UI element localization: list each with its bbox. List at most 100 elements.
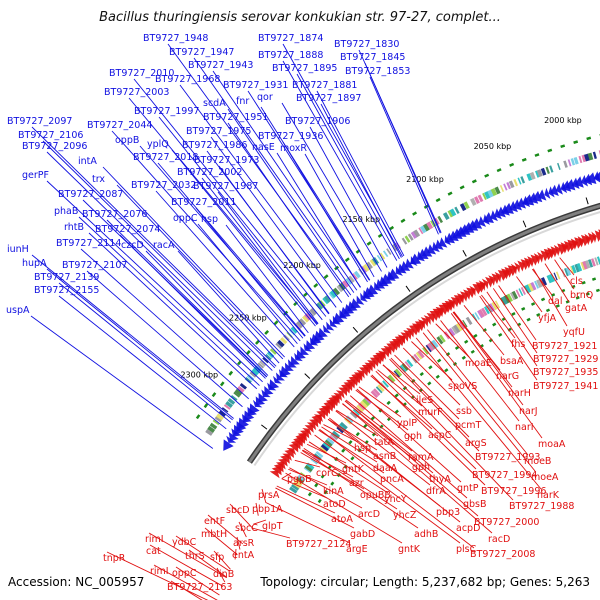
reverse-gene-label: yplP: [397, 418, 417, 429]
dot-ring-outer: [471, 179, 477, 184]
accession-text: Accession: NC_005957: [8, 575, 145, 589]
cog-track-outer: [508, 180, 515, 189]
forward-gene-arrow: [318, 327, 328, 338]
forward-gene-label: BT9727_2139: [34, 272, 99, 283]
forward-gene-arrow: [332, 315, 341, 325]
forward-gene-label: BT9727_1968: [155, 74, 220, 85]
dot-ring-outer: [195, 414, 201, 420]
forward-gene-arrow: [261, 389, 271, 398]
forward-gene-arrow: [427, 244, 437, 255]
forward-label-line: [116, 184, 284, 360]
reverse-label-line: [261, 488, 267, 504]
reverse-gene-label: atoA: [331, 514, 353, 525]
cog-track-inner: [509, 292, 516, 301]
reverse-gene-label: yhcY: [384, 494, 407, 505]
cog-track-inner: [294, 479, 303, 487]
forward-gene-label: BT9727_1973: [194, 155, 259, 166]
reverse-gene-label: arsR: [233, 538, 255, 549]
cog-track-outer: [407, 233, 414, 241]
forward-gene-arrow: [231, 428, 242, 437]
reverse-gene-label: gntP: [457, 483, 479, 494]
cog-track-inner: [483, 306, 490, 315]
forward-label-line: [46, 180, 263, 383]
reverse-label-line: [253, 519, 267, 525]
cog-track-outer: [524, 174, 529, 182]
reverse-label-line: [275, 487, 355, 529]
cog-track-inner: [584, 260, 591, 269]
reverse-label-line: [251, 527, 291, 539]
dot-ring-outer: [303, 292, 309, 297]
cog-track-inner: [289, 486, 298, 494]
forward-label-line: [46, 268, 233, 421]
reverse-gene-label: argE: [346, 544, 368, 555]
reverse-gene-arrow: [466, 287, 476, 298]
cog-track-inner: [415, 351, 423, 360]
cog-track-inner: [587, 259, 594, 268]
cog-track-outer: [439, 213, 447, 222]
forward-gene-label: BT9727_1997: [134, 106, 199, 117]
cog-track-inner: [439, 334, 446, 343]
reverse-gene-arrow: [517, 260, 526, 272]
cog-track-inner: [549, 273, 556, 283]
reverse-gene-arrow: [557, 243, 568, 255]
reverse-gene-label: ssb: [456, 406, 472, 417]
cog-track-outer: [275, 342, 283, 350]
reverse-label-line: [276, 485, 336, 514]
forward-gene-arrow: [593, 171, 600, 183]
dot-ring-outer: [323, 274, 329, 279]
dot-ring-outer: [484, 173, 490, 178]
cog-track-inner: [382, 380, 389, 388]
reverse-gene-label: thyA: [429, 474, 451, 485]
cog-track-outer: [581, 154, 586, 163]
forward-gene-arrow: [494, 208, 502, 220]
scale-tick-label: 2150 kbp: [342, 215, 380, 224]
cog-track-outer: [345, 277, 352, 285]
reverse-label-line: [336, 409, 379, 437]
dot-ring-inner-2: [427, 381, 432, 386]
reverse-label-line: [213, 550, 231, 570]
dot-ring-inner-2: [394, 409, 399, 414]
cog-track-inner: [581, 261, 588, 270]
reverse-gene-label: mbtH: [201, 529, 227, 540]
cog-track-inner: [291, 484, 300, 491]
forward-label-line: [296, 73, 400, 260]
forward-label-line: [282, 60, 398, 261]
reverse-gene-label: murF: [418, 407, 443, 418]
forward-gene-label: nasE: [252, 142, 275, 153]
cog-track-outer: [520, 176, 526, 184]
reverse-gene-label: pncA: [380, 474, 404, 485]
reverse-label-line: [377, 369, 423, 407]
reverse-label-line: [285, 472, 403, 544]
forward-gene-arrow: [226, 435, 237, 443]
cog-track-outer: [477, 194, 484, 203]
cog-track-outer: [437, 215, 444, 224]
cog-track-outer: [482, 192, 487, 201]
forward-gene-arrow: [416, 251, 425, 262]
reverse-label-line: [323, 424, 359, 443]
forward-gene-label: fnr: [236, 96, 249, 107]
cog-track-outer: [587, 152, 594, 161]
cog-track-inner: [352, 408, 360, 416]
reverse-gene-label: entF: [204, 516, 225, 527]
reverse-gene-label: kinA: [323, 486, 344, 497]
cog-track-outer: [265, 353, 272, 361]
cog-track-inner: [312, 455, 320, 462]
forward-gene-label: BT9727_1874: [258, 33, 323, 44]
reverse-gene-label: tatA: [374, 437, 394, 448]
reverse-gene-label: bsaA: [500, 356, 524, 367]
cog-track-inner: [594, 257, 599, 266]
dot-ring-inner-2: [350, 456, 355, 461]
cog-track-outer: [517, 177, 522, 185]
dot-ring-inner-2: [575, 296, 580, 300]
cog-track-outer: [223, 404, 231, 410]
dot-ring-inner: [464, 339, 469, 344]
reverse-label-line: [321, 426, 378, 463]
forward-label-line: [201, 177, 318, 326]
reverse-gene-label: BT9727_1994: [472, 470, 537, 481]
reverse-gene-label: corC: [316, 468, 338, 479]
cog-track-inner: [515, 289, 521, 298]
cog-track-outer: [366, 261, 373, 270]
forward-label-line: [177, 250, 280, 364]
